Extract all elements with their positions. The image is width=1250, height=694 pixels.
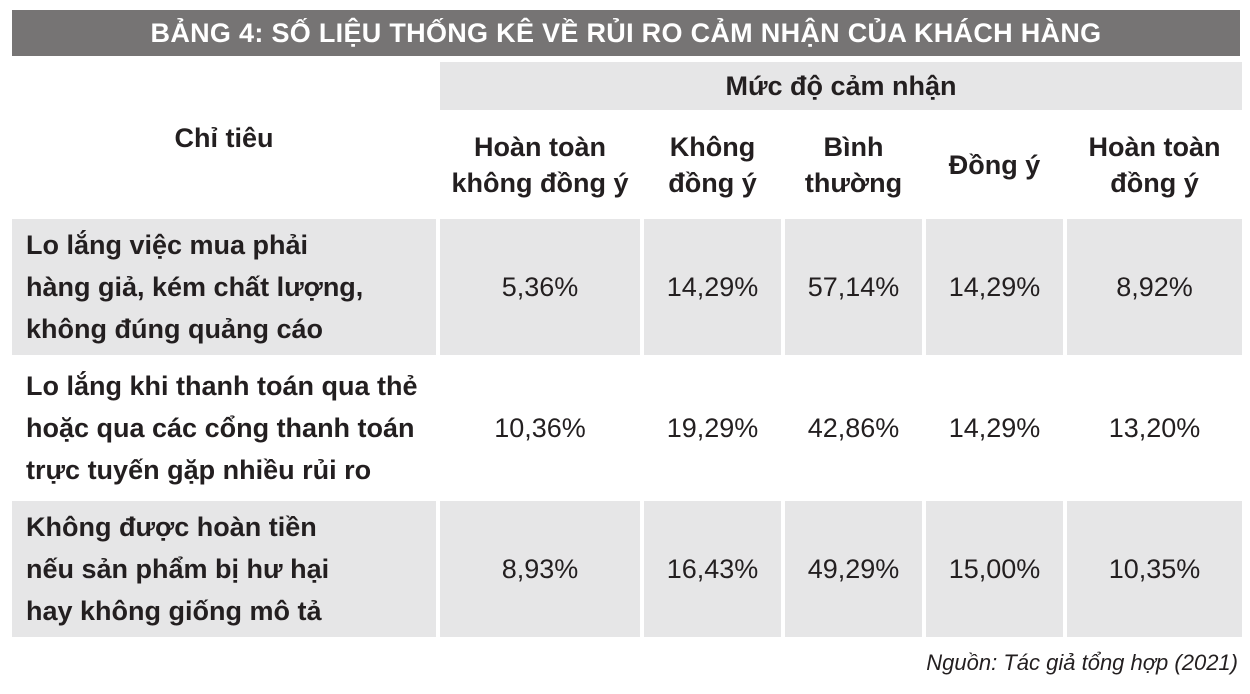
table-cell: 8,92% [1067,219,1242,355]
table-cell: 13,20% [1067,359,1242,497]
column-header-strongly-agree: Hoàn toàn đồng ý [1067,114,1242,215]
row-label-text: Lo lắng khi thanh toán qua thẻ hoặc qua … [26,371,418,485]
table-cell: 14,29% [926,359,1063,497]
row-label-text: Lo lắng việc mua phải hàng giả, kém chất… [26,230,364,344]
table-row-label: Không được hoàn tiền nếu sản phẩm bị hư … [12,501,436,637]
source-note: Nguồn: Tác giả tổng hợp (2021) [926,650,1238,675]
column-header-neutral: Bình thường [785,114,922,215]
table-cell: 49,29% [785,501,922,637]
table-cell: 14,29% [644,219,781,355]
table-cell: 57,14% [785,219,922,355]
column-header-strongly-disagree: Hoàn toàn không đồng ý [440,114,640,215]
table-cell: 8,93% [440,501,640,637]
table-cell: 5,36% [440,219,640,355]
table-cell: 19,29% [644,359,781,497]
table-cell: 10,35% [1067,501,1242,637]
table-cell: 14,29% [926,219,1063,355]
table-cell: 10,36% [440,359,640,497]
table-row-label: Lo lắng việc mua phải hàng giả, kém chất… [12,219,436,355]
table-cell: 15,00% [926,501,1063,637]
table-cell: 16,43% [644,501,781,637]
statistics-table: Chỉ tiêu Mức độ cảm nhận Hoàn toàn không… [12,62,1242,637]
table-title: BẢNG 4: SỐ LIỆU THỐNG KÊ VỀ RỦI RO CẢM N… [12,10,1240,56]
stub-header: Chỉ tiêu [12,62,436,215]
row-label-text: Không được hoàn tiền nếu sản phẩm bị hư … [26,512,330,626]
table-row-label: Lo lắng khi thanh toán qua thẻ hoặc qua … [12,359,436,497]
table-cell: 42,86% [785,359,922,497]
group-header: Mức độ cảm nhận [440,62,1242,110]
column-header-agree: Đồng ý [926,114,1063,215]
column-header-disagree: Không đồng ý [644,114,781,215]
